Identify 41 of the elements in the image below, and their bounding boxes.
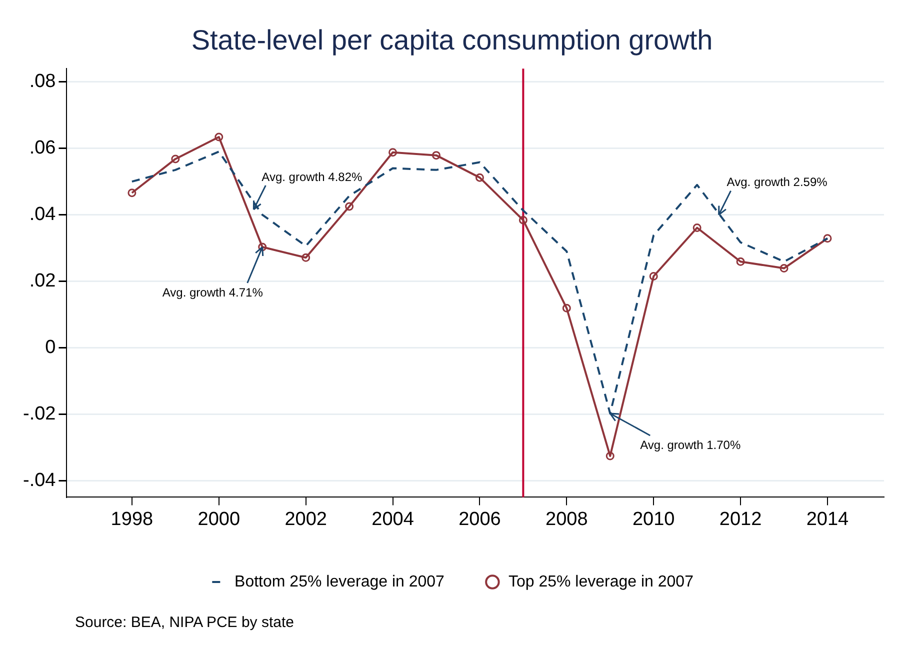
x-tick-label: 1998 — [110, 508, 154, 530]
y-tick-label: -.02 — [22, 403, 56, 424]
point — [388, 148, 398, 157]
point — [128, 188, 136, 198]
point — [562, 304, 571, 312]
y-tick-label: -.04 — [22, 470, 56, 491]
legend-label: Top 25% leverage in 2007 — [508, 573, 694, 590]
y-tick-label: .04 — [29, 204, 56, 226]
point — [649, 272, 658, 281]
annotation: Avg. growth 1.70% — [640, 438, 741, 452]
chart-title: State-level per capita consumption growth — [191, 24, 713, 56]
point — [171, 154, 180, 164]
y-tick-label: .08 — [29, 71, 56, 92]
point — [475, 173, 484, 182]
x-tick-label: 2012 — [719, 508, 762, 530]
point — [432, 151, 440, 160]
y-tick-label: 0 — [45, 336, 56, 358]
y-tick-label: .02 — [29, 270, 56, 292]
point — [606, 452, 614, 460]
x-tick-label: 2008 — [546, 508, 588, 530]
x-tick-label: 2000 — [198, 508, 240, 530]
point — [780, 264, 788, 273]
x-tick-label: 2014 — [806, 508, 850, 530]
point — [692, 223, 702, 232]
point — [736, 257, 745, 266]
point — [258, 242, 267, 252]
x-tick-label: 2006 — [458, 508, 501, 530]
annotation: Avg. growth 2.59% — [726, 175, 828, 190]
point — [214, 132, 224, 142]
point — [518, 216, 528, 224]
x-tick-label: 2002 — [284, 508, 327, 530]
source-note: Source: BEA, NIPA PCE by state — [75, 614, 294, 631]
annotation: Avg. growth 4.71% — [162, 285, 264, 300]
y-tick-label: .06 — [29, 138, 56, 159]
point — [345, 202, 354, 211]
legend-label: Bottom 25% leverage in 2007 — [234, 573, 445, 590]
annotation: Avg. growth 4.82% — [262, 170, 362, 184]
point — [823, 234, 832, 243]
x-tick-label: 2010 — [632, 508, 675, 530]
x-tick-label: 2004 — [372, 508, 414, 530]
point — [302, 253, 310, 262]
